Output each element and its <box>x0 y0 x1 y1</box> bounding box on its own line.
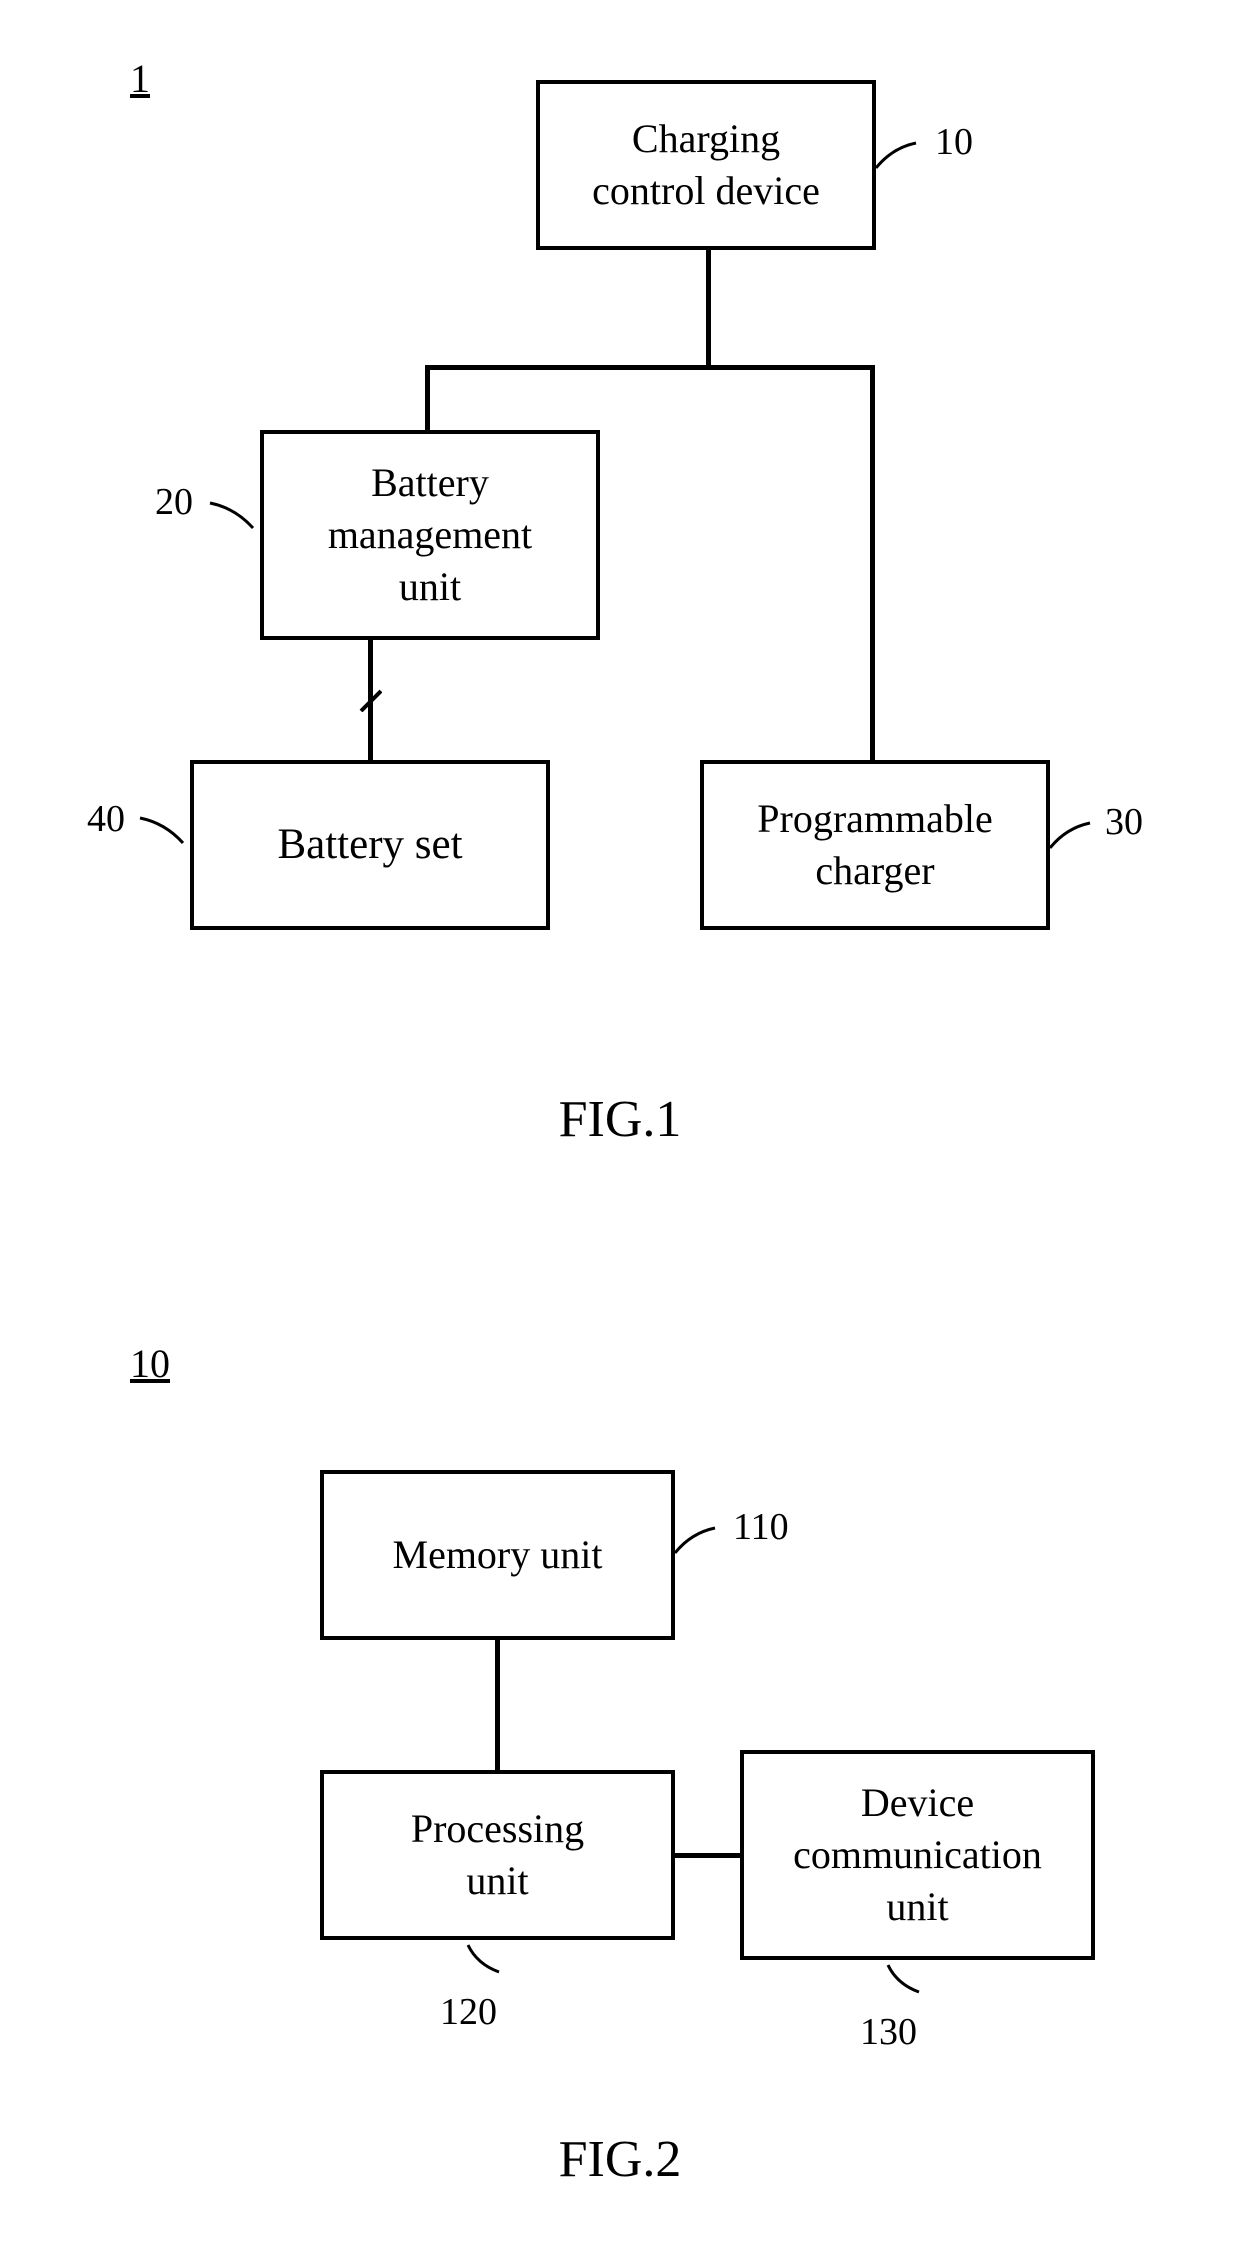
box-prog-charger-label: Programmablecharger <box>757 793 993 897</box>
connector-right-v <box>870 365 875 760</box>
ref-120: 120 <box>440 1990 497 2034</box>
box-prog-charger: Programmablecharger <box>700 760 1050 930</box>
connector-mem-proc <box>495 1640 500 1770</box>
box-battery-mgmt-label: Batterymanagementunit <box>328 457 532 613</box>
box-charging-control: Chargingcontrol device <box>536 80 876 250</box>
box-memory: Memory unit <box>320 1470 675 1640</box>
fig2-ref-label: 10 <box>130 1340 170 1387</box>
connector-proc-dev <box>675 1853 740 1858</box>
box-battery-mgmt: Batterymanagementunit <box>260 430 600 640</box>
fig1-caption: FIG.1 <box>0 1090 1240 1149</box>
connector-main-v <box>706 250 711 370</box>
lead-line-110 <box>675 1525 725 1555</box>
ref-10: 10 <box>935 120 973 164</box>
box-processing-label: Processingunit <box>411 1803 584 1907</box>
connector-main-h <box>425 365 875 370</box>
ref-30: 30 <box>1105 800 1143 844</box>
lead-line-30 <box>1050 820 1100 850</box>
lead-line-130 <box>885 1962 925 1997</box>
box-battery-set: Battery set <box>190 760 550 930</box>
lead-line-20 <box>205 500 260 530</box>
fig2-caption: FIG.2 <box>0 2130 1240 2189</box>
connector-left-v <box>425 365 430 430</box>
lead-line-10 <box>876 140 926 170</box>
ref-130: 130 <box>860 2010 917 2054</box>
box-dev-comm: Devicecommunicationunit <box>740 1750 1095 1960</box>
box-processing: Processingunit <box>320 1770 675 1940</box>
box-dev-comm-label: Devicecommunicationunit <box>793 1777 1042 1933</box>
ref-20: 20 <box>155 480 193 524</box>
box-charging-control-label: Chargingcontrol device <box>592 113 820 217</box>
box-battery-set-label: Battery set <box>277 817 462 873</box>
box-memory-label: Memory unit <box>393 1529 603 1581</box>
ref-110: 110 <box>733 1505 789 1549</box>
lead-line-40 <box>135 815 190 845</box>
lead-line-120 <box>465 1942 505 1977</box>
bus-slash-icon <box>358 688 382 712</box>
ref-40: 40 <box>87 797 125 841</box>
fig1-ref-label: 1 <box>130 55 150 102</box>
